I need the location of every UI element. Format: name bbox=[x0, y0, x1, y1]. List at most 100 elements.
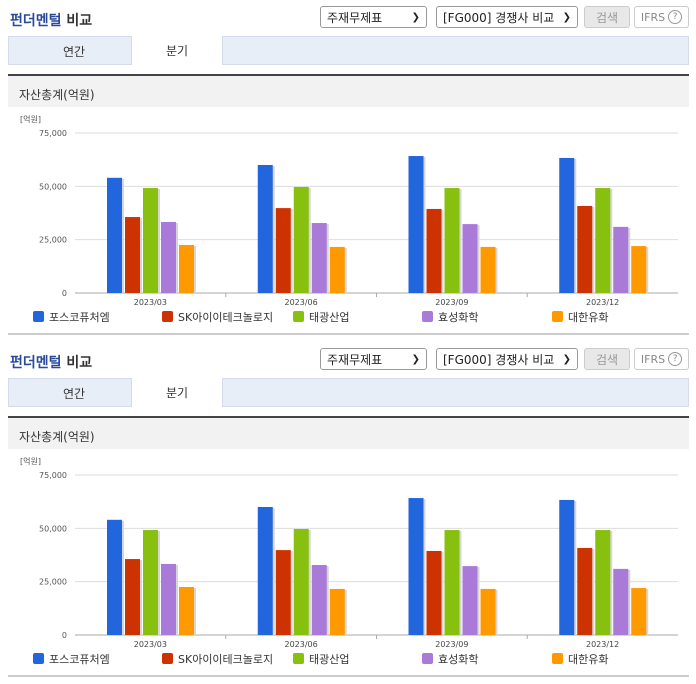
y-tick-label: 75,000 bbox=[39, 129, 67, 138]
bar[interactable] bbox=[613, 226, 629, 293]
group-select[interactable]: [FG000] 경쟁사 비교 ❯ bbox=[436, 6, 578, 28]
legend-swatch bbox=[162, 311, 173, 322]
panel-title: 펀더멘털 비교 bbox=[10, 352, 92, 372]
ifrs-label: IFRS bbox=[640, 352, 666, 366]
bar[interactable] bbox=[143, 530, 158, 635]
bar[interactable] bbox=[143, 188, 158, 293]
bar[interactable] bbox=[311, 565, 327, 635]
bar[interactable] bbox=[408, 498, 424, 635]
legend-label[interactable]: 태광산업 bbox=[309, 653, 349, 666]
bar[interactable] bbox=[257, 507, 273, 635]
y-tick-label: 0 bbox=[62, 631, 67, 640]
legend-swatch bbox=[422, 653, 433, 664]
bar[interactable] bbox=[480, 588, 496, 635]
ifrs-help-button[interactable]: IFRS? bbox=[634, 6, 689, 28]
bar[interactable] bbox=[275, 550, 291, 635]
legend-label[interactable]: 대한유화 bbox=[568, 653, 608, 666]
bar[interactable] bbox=[257, 165, 273, 293]
legend-label[interactable]: 효성화학 bbox=[438, 653, 478, 666]
x-tick-label: 2023/12 bbox=[586, 298, 619, 307]
legend-label[interactable]: 효성화학 bbox=[438, 311, 478, 324]
bar[interactable] bbox=[577, 205, 593, 293]
group-select-value: [FG000] 경쟁사 비교 bbox=[443, 352, 555, 367]
bar[interactable] bbox=[444, 188, 460, 293]
group-select-value: [FG000] 경쟁사 비교 bbox=[443, 10, 555, 25]
chevron-down-icon: ❯ bbox=[411, 11, 420, 23]
statement-select[interactable]: 주재무제표 ❯ bbox=[320, 6, 427, 28]
y-tick-label: 25,000 bbox=[39, 236, 67, 245]
bar[interactable] bbox=[559, 499, 575, 635]
bar[interactable] bbox=[161, 563, 176, 635]
bar[interactable] bbox=[125, 559, 140, 635]
fundamental-compare-panel: 펀더멘털 비교 주재무제표 ❯ [FG000] 경쟁사 비교 ❯ 검색 IFRS? … bbox=[8, 6, 689, 335]
bar[interactable] bbox=[408, 156, 424, 293]
bar[interactable] bbox=[480, 246, 496, 293]
bar[interactable] bbox=[293, 186, 309, 293]
legend-swatch bbox=[293, 311, 304, 322]
legend-swatch bbox=[162, 653, 173, 664]
y-tick-label: 25,000 bbox=[39, 578, 67, 587]
bar[interactable] bbox=[426, 208, 442, 293]
y-unit-label: [억원] bbox=[20, 114, 41, 124]
bar[interactable] bbox=[125, 217, 140, 293]
y-tick-label: 0 bbox=[62, 289, 67, 298]
legend-label[interactable]: 포스코퓨처엠 bbox=[49, 311, 110, 324]
bar[interactable] bbox=[631, 588, 647, 635]
legend-label[interactable]: SK아이이테크놀로지 bbox=[178, 653, 273, 666]
bar[interactable] bbox=[179, 587, 194, 635]
bar[interactable] bbox=[426, 550, 442, 635]
statement-select-value: 주재무제표 bbox=[327, 10, 383, 25]
bar[interactable] bbox=[161, 221, 176, 293]
bar[interactable] bbox=[107, 177, 122, 293]
bar[interactable] bbox=[293, 528, 309, 635]
tab-annual[interactable]: 연간 bbox=[62, 386, 86, 401]
bar[interactable] bbox=[311, 223, 327, 293]
legend-swatch bbox=[552, 311, 563, 322]
legend-swatch bbox=[293, 653, 304, 664]
chevron-down-icon: ❯ bbox=[562, 11, 571, 23]
y-unit-label: [억원] bbox=[20, 456, 41, 466]
chevron-down-icon: ❯ bbox=[411, 353, 420, 365]
legend-label[interactable]: 포스코퓨처엠 bbox=[49, 653, 110, 666]
x-tick-label: 2023/06 bbox=[285, 298, 318, 307]
bar[interactable] bbox=[275, 208, 291, 293]
search-button[interactable]: 검색 bbox=[584, 6, 630, 28]
bar[interactable] bbox=[107, 519, 122, 635]
bar[interactable] bbox=[577, 547, 593, 635]
bar[interactable] bbox=[613, 568, 629, 635]
bar[interactable] bbox=[179, 245, 194, 293]
group-select[interactable]: [FG000] 경쟁사 비교 ❯ bbox=[436, 348, 578, 370]
bar[interactable] bbox=[559, 157, 575, 293]
bar-chart: [억원] 0 25,000 50,000 75,000 2023/03 2023/06 202… bbox=[20, 114, 678, 324]
bar[interactable] bbox=[595, 530, 611, 635]
bar[interactable] bbox=[444, 530, 460, 635]
x-tick-label: 2023/12 bbox=[586, 640, 619, 649]
fundamental-compare-panel: 펀더멘털 비교 주재무제표 ❯ [FG000] 경쟁사 비교 ❯ 검색 IFRS? … bbox=[0, 342, 696, 684]
tab-quarterly[interactable]: 분기 bbox=[131, 378, 223, 407]
y-tick-label: 50,000 bbox=[39, 182, 67, 191]
legend-label[interactable]: 대한유화 bbox=[568, 311, 608, 324]
y-tick-label: 50,000 bbox=[39, 524, 67, 533]
tab-quarterly[interactable]: 분기 bbox=[131, 36, 223, 65]
help-icon: ? bbox=[668, 352, 683, 366]
legend-label[interactable]: 태광산업 bbox=[309, 311, 349, 324]
statement-select-value: 주재무제표 bbox=[327, 352, 383, 367]
bar[interactable] bbox=[595, 188, 611, 293]
title-main: 펀더멘털 bbox=[10, 13, 62, 29]
tab-annual[interactable]: 연간 bbox=[62, 44, 86, 59]
statement-select[interactable]: 주재무제표 ❯ bbox=[320, 348, 427, 370]
search-button[interactable]: 검색 bbox=[584, 348, 630, 370]
divider bbox=[8, 333, 689, 335]
panel-title: 펀더멘털 비교 bbox=[10, 10, 92, 30]
ifrs-help-button[interactable]: IFRS? bbox=[634, 348, 689, 370]
x-tick-label: 2023/03 bbox=[134, 640, 167, 649]
bar[interactable] bbox=[631, 246, 647, 293]
legend-swatch bbox=[422, 311, 433, 322]
bar[interactable] bbox=[462, 566, 478, 635]
x-tick-label: 2023/06 bbox=[285, 640, 318, 649]
bar[interactable] bbox=[462, 224, 478, 293]
bar[interactable] bbox=[329, 246, 345, 293]
legend-label[interactable]: SK아이이테크놀로지 bbox=[178, 311, 273, 324]
bar[interactable] bbox=[329, 588, 345, 635]
title-sub: 비교 bbox=[66, 355, 93, 371]
